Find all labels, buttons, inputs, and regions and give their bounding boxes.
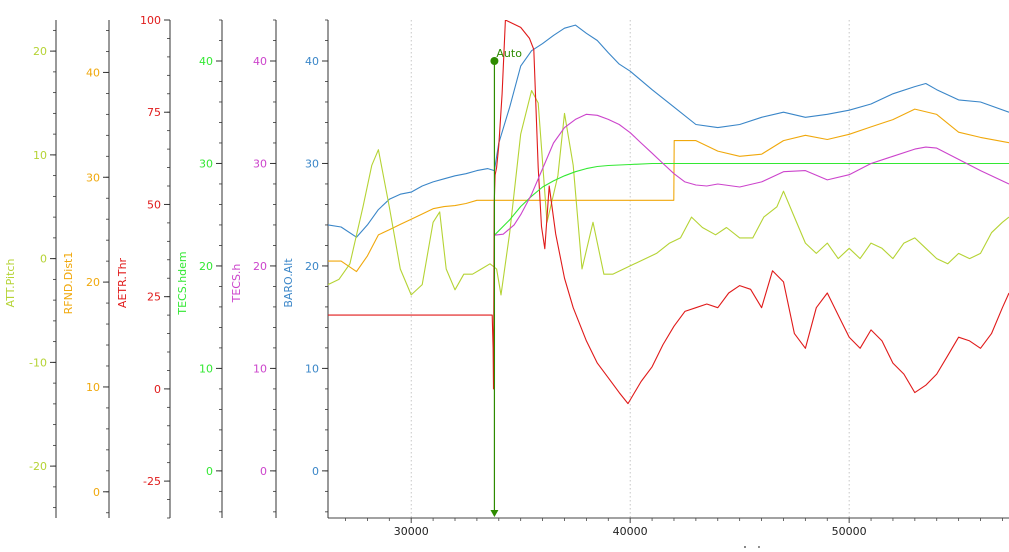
y-axis-label: TECS.h — [230, 264, 243, 304]
plot-background — [328, 20, 1009, 518]
y-axis-rfnd-dist1: 0 10 20 30 40 RFND.Dist1 — [62, 20, 110, 518]
y-tick-label: 30 — [305, 157, 319, 170]
y-tick-label: 30 — [199, 157, 213, 170]
annotation-arrow — [490, 510, 499, 517]
y-tick-label: 0 — [93, 486, 100, 499]
y-tick-label: 10 — [199, 362, 213, 375]
y-tick-label: 20 — [305, 260, 319, 273]
y-tick-label: 10 — [33, 149, 47, 162]
y-tick-label: 30 — [253, 157, 267, 170]
y-tick-label: 100 — [140, 14, 161, 27]
y-tick-label: 40 — [86, 66, 100, 79]
y-tick-label: 25 — [147, 291, 161, 304]
y-tick-label: 50 — [147, 198, 161, 211]
series-line-tecs-h — [494, 113, 1009, 236]
annotation-marker — [490, 56, 499, 65]
x-axis-label: Index — [743, 544, 774, 548]
y-axis-att-pitch: -20 -10 0 10 20 ATT.Pitch — [4, 20, 57, 518]
y-axis-label: ATT.Pitch — [4, 259, 17, 308]
y-tick-label: 0 — [260, 465, 267, 478]
x-tick-label: 30000 — [394, 525, 429, 538]
y-tick-label: 10 — [305, 362, 319, 375]
y-tick-label: -25 — [143, 475, 161, 488]
y-tick-label: 75 — [147, 106, 161, 119]
y-tick-label: 10 — [86, 381, 100, 394]
annotation-label: Auto — [496, 47, 522, 60]
y-tick-label: 10 — [253, 362, 267, 375]
y-axis-tecs-hdem: 0 10 20 30 40 TECS.hdem — [176, 19, 223, 518]
y-axis-baro-alt: 0 10 20 30 40 BARO.Alt — [282, 19, 329, 518]
y-tick-label: 40 — [253, 55, 267, 68]
y-tick-label: 0 — [206, 465, 213, 478]
y-tick-label: 20 — [199, 260, 213, 273]
y-axis-label: AETR.Thr — [116, 257, 129, 308]
series-line-rfnd-dist1 — [328, 108, 1009, 273]
y-tick-label: 40 — [199, 55, 213, 68]
y-axis-tecs-h: 0 10 20 30 40 TECS.h — [230, 19, 277, 518]
y-axis-label: RFND.Dist1 — [62, 252, 75, 315]
y-tick-label: 30 — [86, 171, 100, 184]
series-line-tecs-hdem — [494, 162, 1009, 236]
y-axis-aetr-thr: -25 0 25 50 75 100 AETR.Thr — [116, 14, 171, 519]
x-tick-label: 40000 — [613, 525, 648, 538]
series-line-baro-alt — [328, 24, 1009, 238]
y-tick-label: 20 — [253, 260, 267, 273]
y-axis-label: TECS.hdem — [176, 251, 189, 315]
y-axis-label: BARO.Alt — [282, 258, 295, 308]
y-tick-label: 40 — [305, 55, 319, 68]
y-tick-label: 20 — [33, 45, 47, 58]
y-tick-label: 20 — [86, 276, 100, 289]
mode-annotation: Auto — [490, 47, 522, 517]
y-tick-label: -20 — [29, 460, 47, 473]
x-tick-label: 50000 — [832, 525, 867, 538]
y-tick-label: -10 — [29, 356, 47, 369]
y-tick-label: 0 — [312, 465, 319, 478]
y-tick-label: 0 — [154, 383, 161, 396]
series-line-att-pitch — [328, 89, 1009, 296]
y-tick-label: 0 — [40, 253, 47, 266]
series-line-aetr-thr — [328, 20, 1009, 405]
